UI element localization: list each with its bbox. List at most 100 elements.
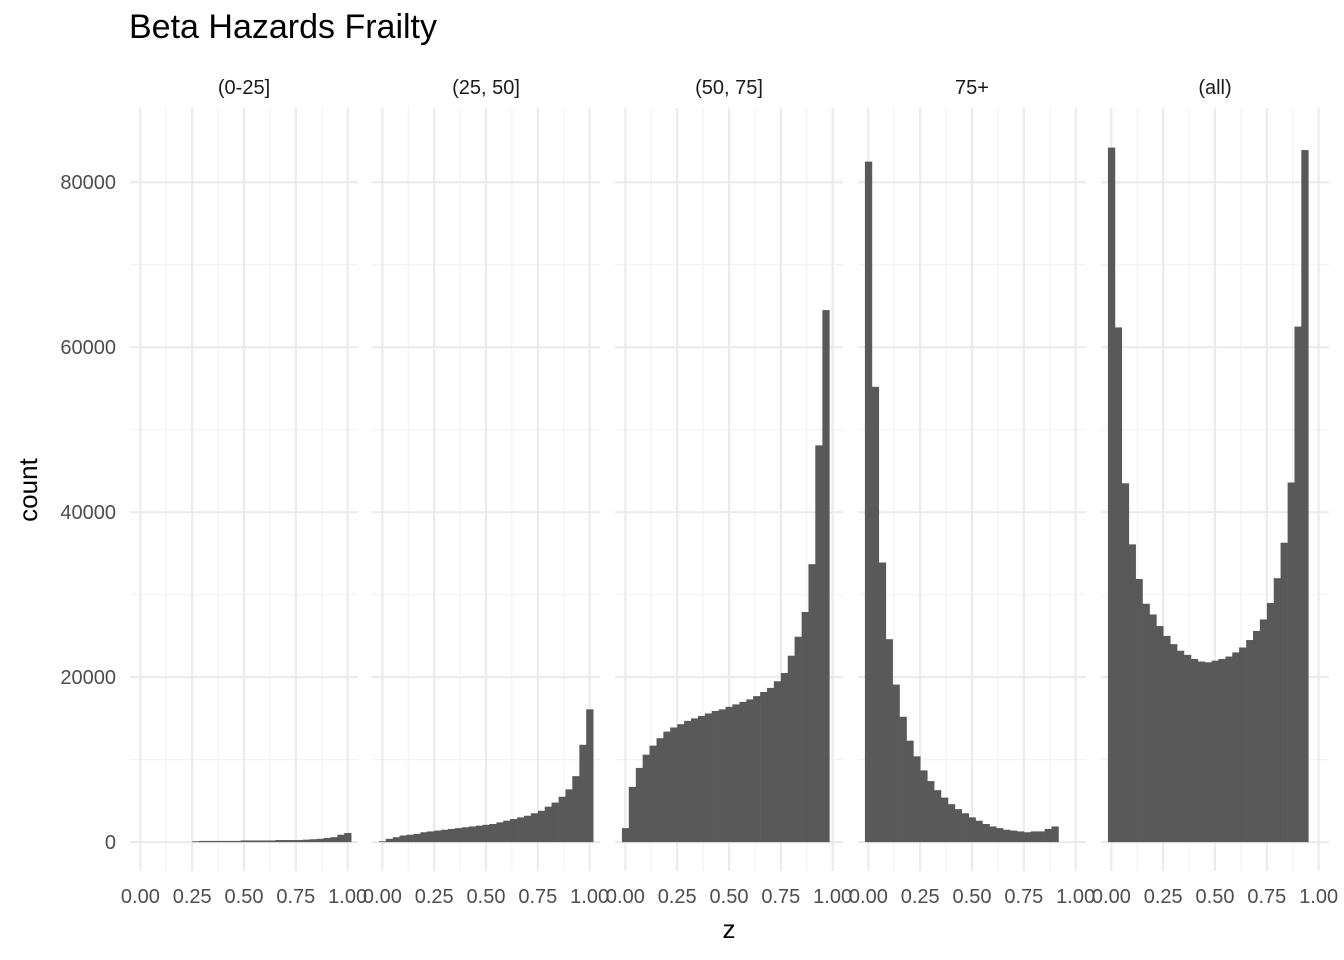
histogram-bar bbox=[551, 802, 559, 843]
x-tick-label: 0.75 bbox=[1004, 886, 1043, 908]
histogram-bar bbox=[656, 738, 664, 843]
histogram-bar bbox=[635, 767, 644, 843]
histogram-bar bbox=[1176, 650, 1185, 843]
x-tick-label: 0.25 bbox=[415, 886, 454, 908]
histogram-bar bbox=[1273, 578, 1282, 843]
histogram-bar bbox=[254, 840, 262, 843]
histogram-bar bbox=[344, 833, 352, 843]
histogram-bar bbox=[482, 824, 490, 843]
histogram-bar bbox=[475, 825, 484, 843]
histogram-bar bbox=[1204, 662, 1213, 843]
histogram-bar bbox=[718, 709, 727, 843]
histogram-bar bbox=[899, 716, 907, 843]
histogram-bar bbox=[524, 815, 532, 843]
facet-label: (all) bbox=[1198, 77, 1231, 99]
histogram-bar bbox=[544, 806, 553, 843]
y-tick-label: 60000 bbox=[60, 337, 116, 359]
x-tick-label: 0.50 bbox=[225, 886, 264, 908]
histogram-bar bbox=[1030, 831, 1039, 843]
histogram-bar bbox=[537, 810, 546, 843]
histogram-bar bbox=[1170, 644, 1178, 843]
x-tick-label: 0.50 bbox=[467, 886, 506, 908]
histogram-bar bbox=[530, 813, 539, 843]
histogram-bar bbox=[434, 830, 442, 843]
y-tick-label: 40000 bbox=[60, 502, 116, 524]
histogram-bar bbox=[753, 696, 761, 843]
histogram-bar bbox=[1051, 826, 1059, 843]
histogram-bar bbox=[579, 744, 587, 843]
facet-label: 75+ bbox=[955, 77, 989, 99]
histogram-bar bbox=[302, 839, 311, 843]
histogram-bar bbox=[892, 684, 900, 843]
histogram-bar bbox=[1225, 656, 1233, 843]
x-tick-label: 0.50 bbox=[1196, 886, 1235, 908]
histogram-bar bbox=[725, 706, 733, 843]
histogram-bar bbox=[711, 710, 719, 843]
histogram-bar bbox=[1287, 482, 1295, 843]
histogram-bar bbox=[801, 611, 809, 843]
x-tick-label: 0.00 bbox=[1092, 886, 1131, 908]
histogram-bar bbox=[406, 834, 414, 843]
histogram-bar bbox=[1197, 661, 1205, 843]
facet-label: (50, 75] bbox=[695, 77, 763, 99]
x-tick-label: 1.00 bbox=[570, 886, 609, 908]
y-tick-label: 20000 bbox=[60, 667, 116, 689]
histogram-bar bbox=[219, 840, 228, 843]
histogram-bar bbox=[199, 840, 207, 843]
histogram-bar bbox=[885, 639, 893, 843]
y-tick-label: 80000 bbox=[60, 172, 116, 194]
histogram-bar bbox=[261, 840, 269, 843]
histogram-bar bbox=[773, 681, 782, 843]
histogram-bar bbox=[1016, 831, 1025, 843]
x-tick-label: 0.00 bbox=[121, 886, 160, 908]
histogram-bar bbox=[621, 828, 630, 843]
histogram-bar bbox=[628, 786, 637, 843]
histogram-bar bbox=[247, 840, 255, 843]
histogram-bar bbox=[1107, 147, 1116, 843]
histogram-bar bbox=[192, 841, 200, 843]
histogram-bar bbox=[690, 718, 699, 843]
histogram-bar bbox=[233, 840, 242, 843]
histogram-bar bbox=[927, 781, 935, 843]
histogram-bar bbox=[1128, 544, 1136, 843]
histogram-bar bbox=[468, 826, 476, 843]
histogram-bar bbox=[1218, 659, 1226, 843]
histogram-bar bbox=[1023, 832, 1032, 843]
histogram-bar bbox=[268, 840, 276, 843]
histogram-bar bbox=[413, 833, 421, 843]
x-tick-label: 0.25 bbox=[173, 886, 212, 908]
chart-title: Beta Hazards Frailty bbox=[129, 8, 437, 46]
histogram-bar bbox=[1037, 831, 1045, 843]
histogram-bar bbox=[1246, 640, 1254, 843]
histogram-bar bbox=[677, 724, 685, 843]
x-tick-label: 0.50 bbox=[710, 886, 749, 908]
histogram-bar bbox=[697, 715, 706, 843]
x-tick-label: 1.00 bbox=[813, 886, 852, 908]
histogram-bar bbox=[906, 740, 914, 843]
x-tick-label: 0.25 bbox=[901, 886, 940, 908]
histogram-bar bbox=[808, 564, 816, 843]
histogram-bar bbox=[642, 754, 650, 843]
histogram-bar bbox=[399, 835, 407, 843]
histogram-bar bbox=[309, 839, 317, 843]
histogram-bar bbox=[275, 840, 283, 843]
histogram-bar bbox=[1044, 828, 1052, 843]
histogram-bar bbox=[1232, 652, 1240, 843]
x-tick-label: 0.00 bbox=[606, 886, 645, 908]
x-tick-label: 0.75 bbox=[518, 886, 557, 908]
histogram-bar bbox=[1183, 654, 1192, 843]
histogram-bar bbox=[510, 819, 518, 843]
histogram-bar bbox=[954, 809, 962, 843]
histogram-bar bbox=[920, 770, 928, 843]
histogram-bar bbox=[385, 838, 394, 843]
histogram-bar bbox=[649, 745, 657, 843]
histogram-bar bbox=[461, 827, 470, 843]
histogram-bar bbox=[1259, 619, 1268, 843]
x-tick-label: 0.75 bbox=[276, 886, 315, 908]
histogram-bar bbox=[933, 790, 942, 843]
histogram-bar bbox=[205, 840, 214, 843]
x-tick-label: 1.00 bbox=[328, 886, 367, 908]
y-axis-title: count bbox=[13, 457, 43, 521]
histogram-bar bbox=[940, 797, 949, 843]
histogram-bar bbox=[878, 562, 887, 843]
